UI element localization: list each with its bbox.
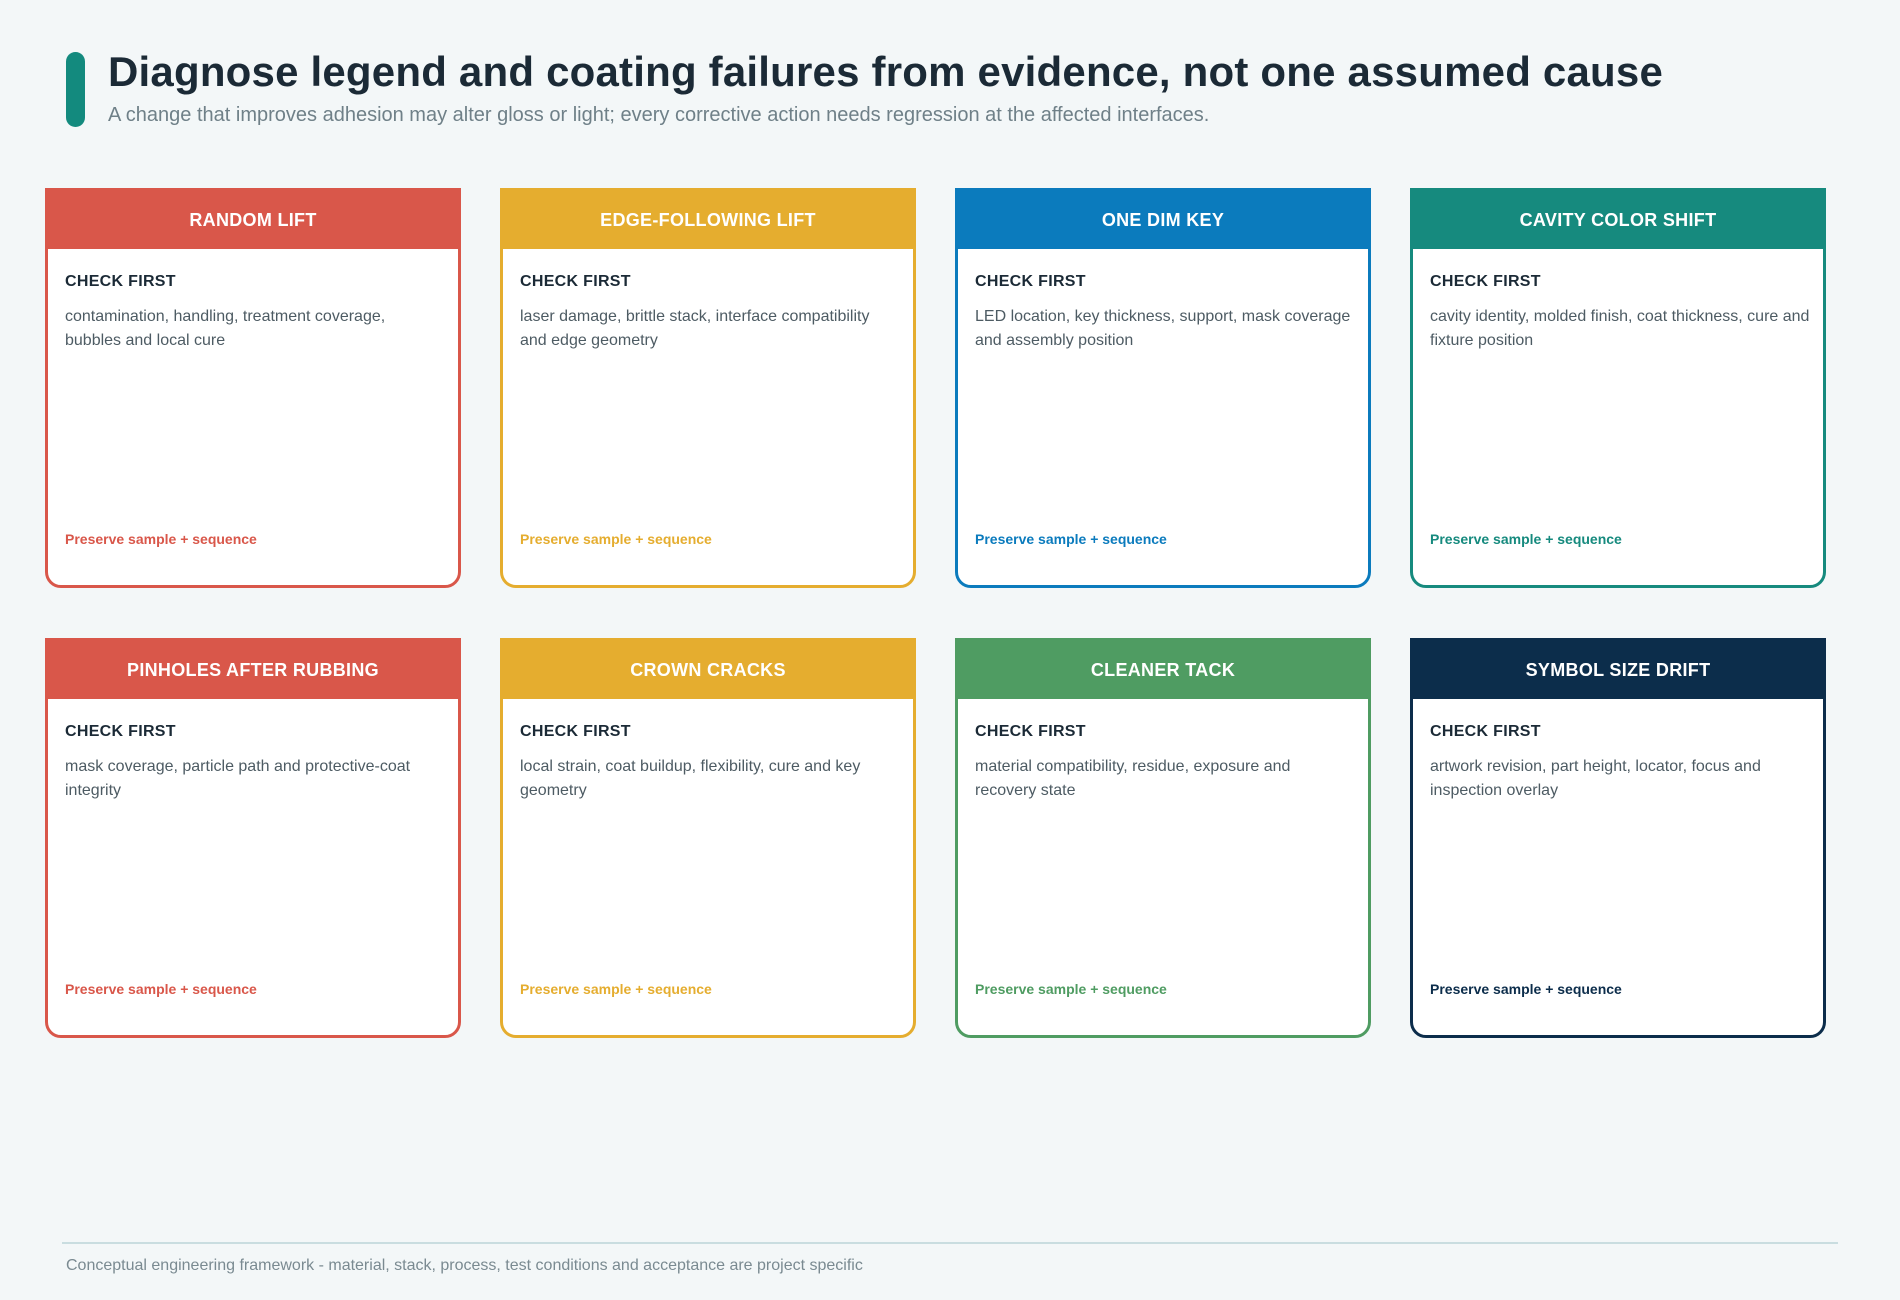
failure-card-title: CLEANER TACK (958, 641, 1368, 699)
title-accent-bar (66, 52, 85, 127)
footer-note: Conceptual engineering framework - mater… (66, 1257, 863, 1274)
failure-card-title: EDGE-FOLLOWING LIFT (503, 191, 913, 249)
check-first-label: CHECK FIRST (520, 273, 631, 290)
failure-card: SYMBOL SIZE DRIFT CHECK FIRST artwork revi… (1410, 638, 1826, 1038)
check-first-label: CHECK FIRST (1430, 723, 1541, 740)
check-first-label: CHECK FIRST (65, 723, 176, 740)
page-title: Diagnose legend and coating failures fro… (108, 48, 1664, 95)
failure-card: CROWN CRACKS CHECK FIRST local strain, coa… (500, 638, 916, 1038)
failure-card: RANDOM LIFT CHECK FIRST contamination, han… (45, 188, 461, 588)
preserve-sample-note: Preserve sample + sequence (975, 981, 1167, 997)
footer-divider (62, 1242, 1838, 1244)
check-first-text: material compatibility, residue, exposur… (975, 758, 1291, 799)
check-first-text: LED location, key thickness, support, ma… (975, 308, 1351, 349)
check-first-text: local strain, coat buildup, flexibility,… (520, 758, 861, 799)
preserve-sample-note: Preserve sample + sequence (1430, 981, 1622, 997)
check-first-text: contamination, handling, treatment cover… (65, 308, 386, 349)
check-first-label: CHECK FIRST (975, 273, 1086, 290)
check-first-text: laser damage, brittle stack, interface c… (520, 308, 870, 349)
preserve-sample-note: Preserve sample + sequence (520, 531, 712, 547)
preserve-sample-note: Preserve sample + sequence (975, 531, 1167, 547)
failure-card-title: PINHOLES AFTER RUBBING (48, 641, 458, 699)
check-first-label: CHECK FIRST (1430, 273, 1541, 290)
failure-card: CAVITY COLOR SHIFT CHECK FIRST cavity iden… (1410, 188, 1826, 588)
check-first-label: CHECK FIRST (975, 723, 1086, 740)
failure-card-title: SYMBOL SIZE DRIFT (1413, 641, 1823, 699)
preserve-sample-note: Preserve sample + sequence (65, 531, 257, 547)
check-first-text: mask coverage, particle path and protect… (65, 758, 411, 799)
check-first-text: artwork revision, part height, locator, … (1430, 758, 1761, 799)
failure-card-title: CAVITY COLOR SHIFT (1413, 191, 1823, 249)
failure-card: EDGE-FOLLOWING LIFT CHECK FIRST laser dama… (500, 188, 916, 588)
failure-card: CLEANER TACK CHECK FIRST material compatib… (955, 638, 1371, 1038)
failure-card-title: RANDOM LIFT (48, 191, 458, 249)
preserve-sample-note: Preserve sample + sequence (65, 981, 257, 997)
failure-card-title: ONE DIM KEY (958, 191, 1368, 249)
preserve-sample-note: Preserve sample + sequence (520, 981, 712, 997)
check-first-text: cavity identity, molded finish, coat thi… (1430, 308, 1810, 349)
preserve-sample-note: Preserve sample + sequence (1430, 531, 1622, 547)
failure-card: ONE DIM KEY CHECK FIRST LED location, key … (955, 188, 1371, 588)
check-first-label: CHECK FIRST (65, 273, 176, 290)
page-subtitle: A change that improves adhesion may alte… (108, 104, 1210, 126)
failure-card-title: CROWN CRACKS (503, 641, 913, 699)
check-first-label: CHECK FIRST (520, 723, 631, 740)
failure-card: PINHOLES AFTER RUBBING CHECK FIRST mask co… (45, 638, 461, 1038)
